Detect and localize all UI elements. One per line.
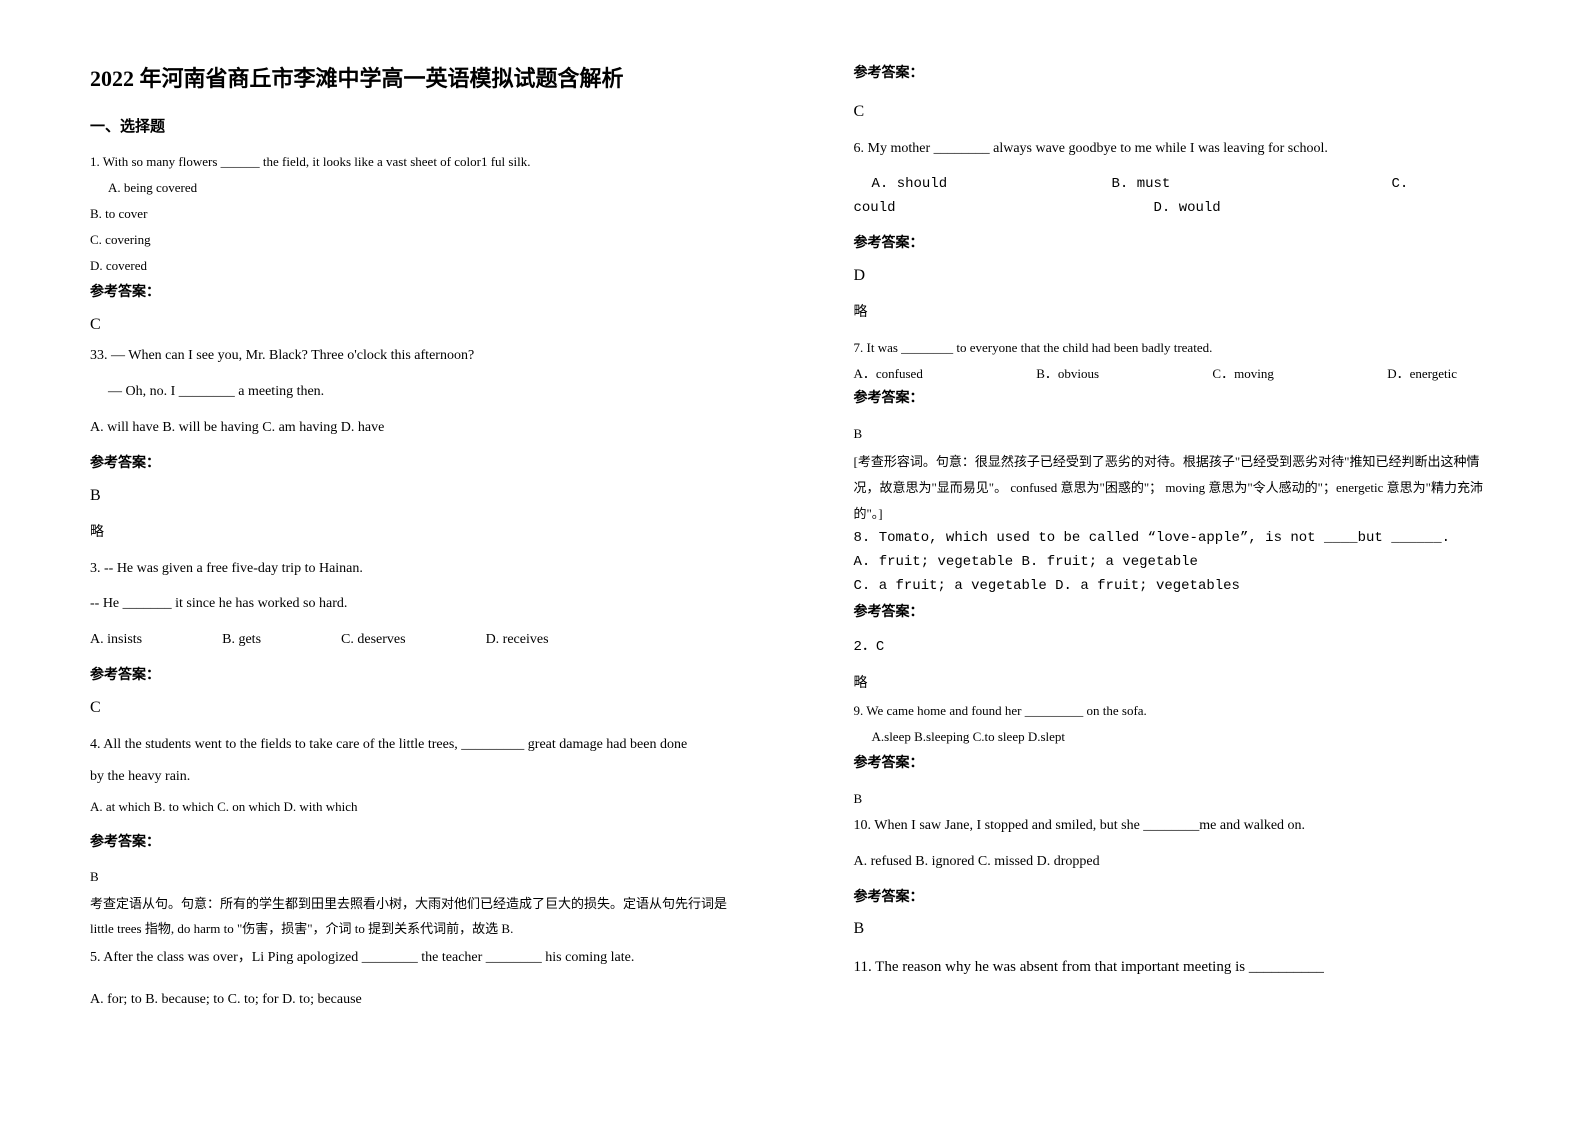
q1-opt-a: A. being covered [90, 177, 734, 199]
q9-answer: B [854, 788, 1498, 810]
right-column: 参考答案： C 6. My mother ________ always wav… [794, 0, 1587, 1122]
q10-answer: B [854, 915, 1498, 942]
q4-options: A. at which B. to which C. on which D. w… [90, 796, 734, 818]
q6-options-row2: could D. would [854, 197, 1498, 221]
q1-opt-d: D. covered [90, 255, 734, 277]
q8-stem: 8. Tomato, which used to be called “love… [854, 527, 1498, 551]
q9-options: A.sleep B.sleeping C.to sleep D.slept [854, 726, 1498, 748]
q5-answer: C [854, 98, 1498, 125]
q33-answer: B [90, 482, 734, 509]
q8-answer: 2．C [854, 636, 1498, 660]
skip-text: 略 [90, 521, 734, 545]
q8-opts-cd: C. a fruit; a vegetable D. a fruit; vege… [854, 575, 1498, 599]
q3-opt-b: B. gets [222, 628, 261, 652]
q10-stem: 10. When I saw Jane, I stopped and smile… [854, 814, 1498, 838]
q7-opt-d: D．energetic [1387, 363, 1457, 385]
answer-label: 参考答案： [854, 601, 1498, 625]
q4-explanation: 考查定语从句。句意：所有的学生都到田里去照看小树，大雨对他们已经造成了巨大的损失… [90, 892, 734, 941]
q7-opt-b: B．obvious [1036, 363, 1099, 385]
answer-label: 参考答案： [90, 281, 734, 305]
q9-stem: 9. We came home and found her _________ … [854, 700, 1498, 722]
page-container: 2022 年河南省商丘市李滩中学高一英语模拟试题含解析 一、选择题 1. Wit… [0, 0, 1587, 1122]
q3-opt-c: C. deserves [341, 628, 406, 652]
skip-text: 略 [854, 672, 1498, 696]
q6-opt-c2: could [854, 197, 1154, 221]
answer-label: 参考答案： [854, 387, 1498, 411]
q1-opt-b: B. to cover [90, 203, 734, 225]
q10-options: A. refused B. ignored C. missed D. dropp… [854, 850, 1498, 874]
answer-label: 参考答案： [90, 664, 734, 688]
left-column: 2022 年河南省商丘市李滩中学高一英语模拟试题含解析 一、选择题 1. Wit… [0, 0, 794, 1122]
answer-label: 参考答案： [90, 831, 734, 855]
q3-answer: C [90, 694, 734, 721]
answer-label: 参考答案： [90, 452, 734, 476]
q7-opt-a: A．confused [854, 363, 923, 385]
q33-line2: — Oh, no. I ________ a meeting then. [90, 380, 734, 404]
q8-opts-ab: A. fruit; vegetable B. fruit; a vegetabl… [854, 551, 1498, 575]
q1-opt-c: C. covering [90, 229, 734, 251]
q6-opt-d: D. would [1154, 197, 1221, 221]
q7-opt-c: C．moving [1212, 363, 1273, 385]
answer-label: 参考答案： [854, 752, 1498, 776]
q6-answer: D [854, 262, 1498, 289]
answer-label: 参考答案： [854, 232, 1498, 256]
q3-opt-a: A. insists [90, 628, 142, 652]
q5-stem: 5. After the class was over，Li Ping apol… [90, 946, 734, 970]
q4-line2: by the heavy rain. [90, 765, 734, 789]
q3-line2: -- He _______ it since he has worked so … [90, 592, 734, 616]
q33-line1: 33. — When can I see you, Mr. Black? Thr… [90, 344, 734, 368]
answer-label: 参考答案： [854, 886, 1498, 910]
q7-explanation: [考查形容词。句意：很显然孩子已经受到了恶劣的对待。根据孩子"已经受到恶劣对待"… [854, 449, 1498, 527]
q7-options: A．confused B．obvious C．moving D．energeti… [854, 363, 1498, 385]
skip-text: 略 [854, 301, 1498, 325]
section-header: 一、选择题 [90, 115, 734, 141]
q7-answer: B [854, 423, 1498, 445]
q1-stem: 1. With so many flowers ______ the field… [90, 151, 734, 173]
q3-line1: 3. -- He was given a free five-day trip … [90, 557, 734, 581]
q3-options: A. insists B. gets C. deserves D. receiv… [90, 628, 734, 652]
document-title: 2022 年河南省商丘市李滩中学高一英语模拟试题含解析 [90, 60, 734, 97]
q33-options: A. will have B. will be having C. am hav… [90, 416, 734, 440]
q1-answer: C [90, 311, 734, 338]
q11-stem: 11. The reason why he was absent from th… [854, 955, 1498, 981]
q6-opt-c: C. [1392, 173, 1409, 197]
q3-opt-d: D. receives [486, 628, 549, 652]
q5-options: A. for; to B. because; to C. to; for D. … [90, 988, 734, 1012]
q6-stem: 6. My mother ________ always wave goodby… [854, 137, 1498, 161]
answer-label: 参考答案： [854, 62, 1498, 86]
q6-opt-a: A. should [854, 173, 1112, 197]
q6-options-row1: A. should B. must C. [854, 173, 1498, 197]
q4-answer: B [90, 866, 734, 888]
q4-line1: 4. All the students went to the fields t… [90, 733, 734, 757]
q7-stem: 7. It was ________ to everyone that the … [854, 337, 1498, 359]
q6-opt-b: B. must [1112, 173, 1392, 197]
